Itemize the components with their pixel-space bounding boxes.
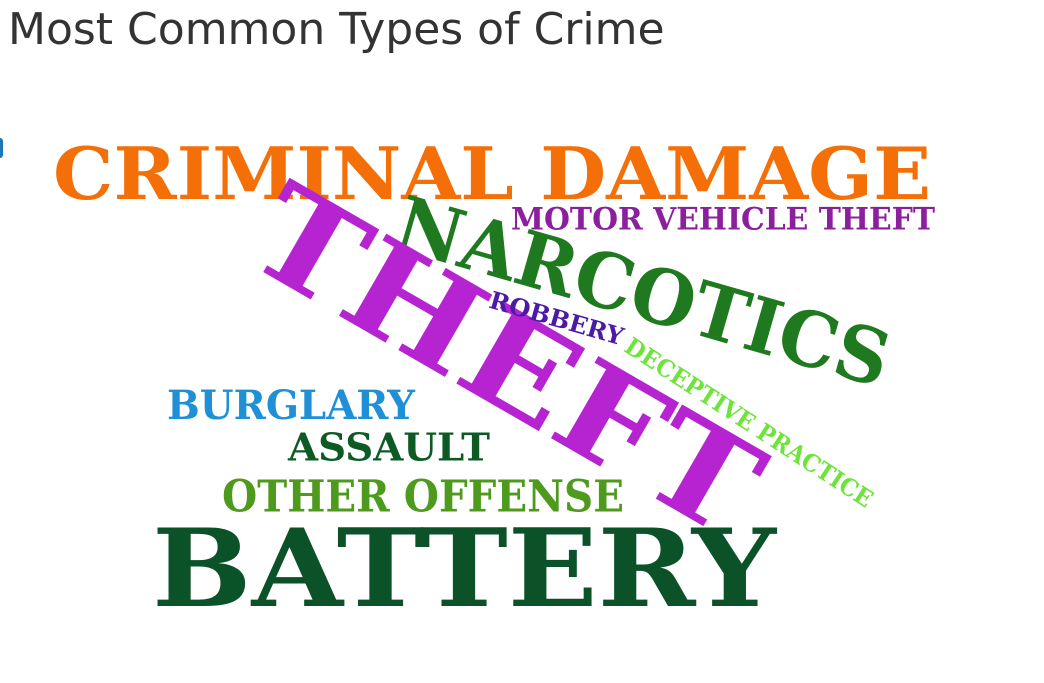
word-criminal-damage: CRIMINAL DAMAGE (53, 131, 931, 216)
edge-marker (0, 138, 3, 158)
word-assault: ASSAULT (287, 425, 490, 470)
chart-title: Most Common Types of Crime (8, 4, 665, 55)
word-motor-vehicle-theft: MOTOR VEHICLE THEFT (511, 202, 935, 238)
word-burglary: BURGLARY (167, 382, 415, 429)
word-other-offense: OTHER OFFENSE (222, 472, 624, 523)
word-battery: BATTERY (152, 506, 778, 632)
